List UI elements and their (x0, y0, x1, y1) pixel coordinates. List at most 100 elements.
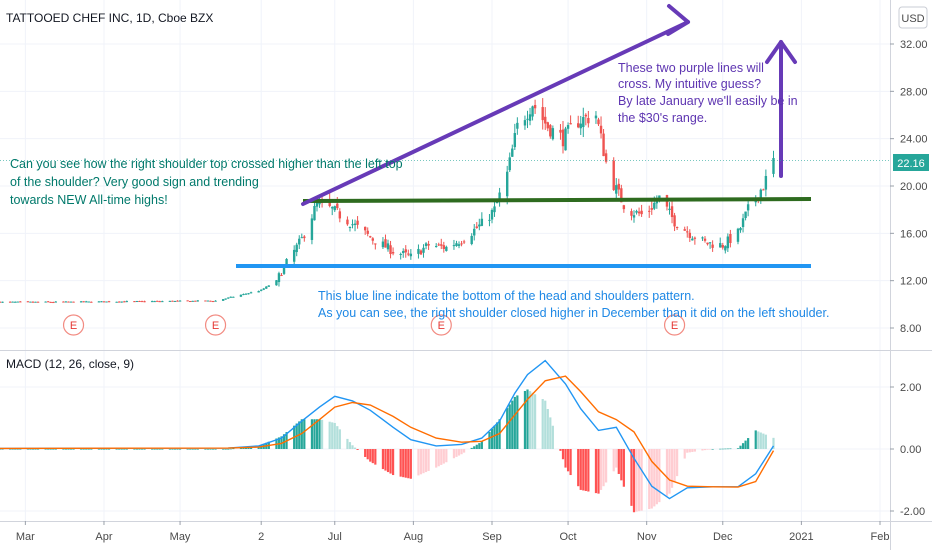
macd-hist-bar (640, 449, 643, 511)
candle-body (526, 118, 529, 120)
candle-body (442, 245, 446, 249)
candle-body (729, 233, 732, 244)
candle-body (584, 114, 588, 117)
candle-body (531, 106, 534, 117)
candle-body (44, 301, 47, 303)
macd-hist-bar (47, 449, 50, 450)
candle-body (460, 243, 463, 245)
macd-hist-bar (206, 449, 210, 450)
macd-hist-bar (665, 449, 669, 496)
candle-body (300, 237, 303, 239)
candle-body (686, 231, 689, 233)
macd-hist-bar (44, 449, 47, 450)
macd-hist-bar (757, 431, 760, 449)
macd-hist-bar (526, 389, 529, 449)
right-annotation[interactable]: These two purple lines will cross. My in… (618, 61, 798, 125)
candle-body (470, 235, 473, 245)
macd-hist-bar (419, 449, 423, 475)
drawings[interactable] (0, 4, 890, 268)
candle-body (191, 300, 194, 302)
candle-body (82, 301, 85, 303)
candle-body (764, 175, 768, 190)
macd-axis[interactable]: 2.00 0.00 -2.00 (890, 382, 925, 518)
macd-hist-bar (320, 419, 324, 449)
price-pane[interactable] (0, 0, 890, 350)
candle-body (176, 300, 179, 302)
left-note-line-3: towards NEW All-time highs! (10, 193, 168, 207)
candle-body (422, 247, 425, 253)
macd-hist-bar (224, 449, 227, 450)
macd-hist-bar (67, 449, 70, 450)
candle-body (724, 246, 727, 251)
macd-hist-bar (506, 408, 509, 449)
candle-body (691, 238, 694, 241)
macd-hist-bar (729, 448, 732, 450)
price-axis[interactable]: 32.00 28.00 24.00 20.00 16.00 12.00 8.00 (890, 39, 928, 335)
time-axis[interactable]: Mar Apr May 2 Jul Aug Sep Oct Nov Dec 2021 Feb (16, 521, 890, 543)
candle-body (244, 293, 248, 295)
y-tick-label: 32.00 (900, 39, 928, 51)
macd-hist-bar (118, 449, 121, 450)
candle-body (214, 300, 217, 302)
candle-body (655, 201, 659, 204)
macd-hist-bar (310, 419, 314, 449)
macd-hist-bar (138, 449, 141, 450)
macd-indicator-label[interactable]: MACD (12, 26, close, 9) (6, 357, 134, 371)
macd-hist-bar (478, 443, 481, 449)
macd-hist-bar (364, 449, 367, 457)
candle-body (211, 301, 215, 303)
bottom-annotation[interactable]: This blue line indicate the bottom of th… (318, 289, 829, 320)
candle-body (434, 246, 438, 248)
macd-tick-label: -2.00 (900, 506, 925, 518)
candle-body (11, 301, 14, 303)
macd-hist-bar (462, 449, 466, 453)
macd-hist-bar (708, 449, 712, 450)
macd-hist-bar (508, 404, 511, 449)
purple-vertical-arrowhead (765, 40, 797, 64)
currency-button[interactable] (898, 6, 928, 29)
candle-body (239, 294, 243, 297)
macd-hist-bar (473, 446, 476, 449)
candle-body (402, 251, 405, 254)
candle-body (26, 301, 30, 303)
earnings-marker (663, 314, 686, 336)
macd-hist-bar (594, 449, 598, 494)
candle-body (475, 226, 478, 229)
macd-hist-bar (171, 449, 174, 450)
macd-hist-bar (366, 449, 369, 460)
candle-body (516, 122, 519, 129)
macd-hist-bar (158, 449, 161, 450)
left-annotation[interactable]: Can you see how the right shoulder top c… (10, 157, 403, 207)
purple-trend-arrowhead (666, 4, 690, 36)
macd-hist-bar (475, 444, 478, 449)
macd-hist-bar (49, 449, 52, 450)
macd-hist-bar (597, 449, 600, 494)
earnings-marker-label: E (70, 320, 77, 332)
candle-body (49, 301, 52, 303)
candle-body (194, 300, 197, 302)
macd-hist-bar (135, 449, 139, 450)
macd-hist-bar (227, 449, 230, 450)
purple-trend-line (301, 20, 690, 206)
green-neckline (302, 197, 812, 203)
candle-body (346, 219, 349, 225)
candle-body (0, 301, 2, 303)
macd-hist-bar (531, 392, 534, 449)
macd-hist-bar (637, 449, 641, 512)
x-tick-label: Sep (482, 531, 502, 543)
candle-body (336, 203, 339, 209)
macd-pane[interactable] (0, 351, 890, 521)
candle-body (313, 206, 316, 221)
candle-body (374, 243, 377, 245)
candle-body (36, 301, 40, 303)
macd-hist-bar (528, 391, 532, 449)
x-tick-label: 2021 (789, 531, 813, 543)
macd-hist-bar (516, 395, 519, 449)
macd-hist-bar (168, 449, 172, 450)
macd-hist-bar (384, 449, 387, 471)
macd-hist-bar (711, 449, 714, 450)
candle-body (561, 129, 565, 147)
macd-hist-bar (577, 449, 580, 487)
